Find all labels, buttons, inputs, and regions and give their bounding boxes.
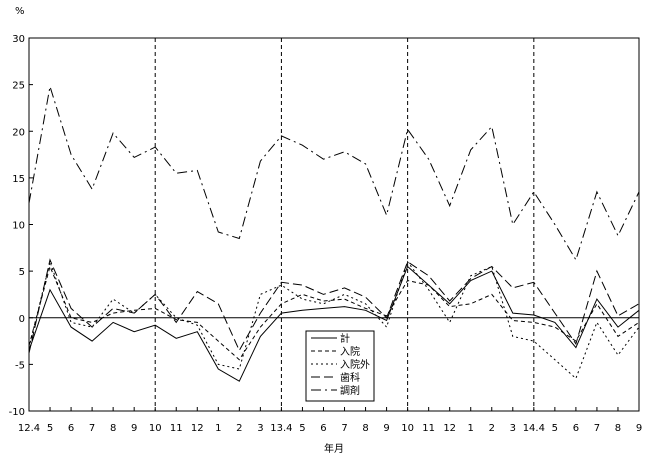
- x-tick-label: 6: [320, 423, 326, 434]
- x-tick-label: 10: [149, 423, 162, 434]
- x-tick-label: 5: [552, 423, 558, 434]
- x-tick-label: 12: [191, 423, 204, 434]
- x-tick-label: 9: [383, 423, 389, 434]
- year-dividers: [154, 38, 535, 411]
- legend-label: 入院: [340, 345, 360, 358]
- legend-label: 計: [340, 332, 350, 345]
- legend-label: 入院外: [340, 358, 370, 371]
- x-tick-label: 13.4: [270, 423, 292, 434]
- x-axis-label: 年月: [324, 442, 344, 455]
- y-tick-label: 20: [12, 127, 25, 138]
- x-tick-label: 11: [170, 423, 183, 434]
- legend-label: 歯科: [340, 371, 360, 384]
- x-tick-label: 9: [636, 423, 642, 434]
- series-line-5: [28, 86, 640, 262]
- x-tick-label: 2: [489, 423, 495, 434]
- y-tick-label: -5: [15, 360, 25, 371]
- y-tick-label: 0: [19, 314, 25, 325]
- x-tick-label: 8: [362, 423, 368, 434]
- x-tick-label: 7: [341, 423, 347, 434]
- x-tick-label: 8: [615, 423, 621, 434]
- x-tick-label: 1: [468, 423, 474, 434]
- x-tick-label: 2: [236, 423, 242, 434]
- x-tick-label: 7: [594, 423, 600, 434]
- x-tick-label: 7: [89, 423, 95, 434]
- x-tick-label: 3: [257, 423, 263, 434]
- x-tick-label: 6: [573, 423, 579, 434]
- x-tick-label: 5: [299, 423, 305, 434]
- x-tick-label: 12.4: [18, 423, 40, 434]
- x-tick-label: 10: [401, 423, 414, 434]
- x-tick-label: 3: [510, 423, 516, 434]
- y-axis-ticks: -10 -5 0 5 10 15 20 25 30: [9, 34, 33, 418]
- y-tick-label: 25: [12, 81, 25, 92]
- y-axis-label: %: [15, 6, 25, 17]
- y-tick-label: 10: [12, 221, 25, 232]
- y-tick-label: -10: [9, 407, 25, 418]
- series-lines: [28, 86, 640, 382]
- x-tick-label: 1: [215, 423, 221, 434]
- y-tick-label: 30: [12, 34, 25, 45]
- x-tick-label: 12: [443, 423, 456, 434]
- legend-box: [305, 330, 375, 402]
- x-tick-label: 8: [110, 423, 116, 434]
- legend-label: 調剤: [340, 384, 360, 397]
- x-tick-label: 5: [47, 423, 53, 434]
- y-tick-label: 15: [12, 174, 25, 185]
- series-line-3: [28, 260, 640, 380]
- x-tick-label: 11: [422, 423, 435, 434]
- series-line-4: [28, 258, 640, 354]
- x-tick-label: 9: [131, 423, 137, 434]
- x-tick-label: 14.4: [523, 423, 545, 434]
- x-tick-label: 6: [68, 423, 74, 434]
- y-tick-label: 5: [19, 267, 25, 278]
- x-axis-ticks: 12.4 5 6 7 8 9 10 11 12 1 2 3 13.4 5 6 7 8 9 10 11 12 1 2 3 14.4…: [18, 407, 642, 434]
- series-line-1: [28, 265, 640, 382]
